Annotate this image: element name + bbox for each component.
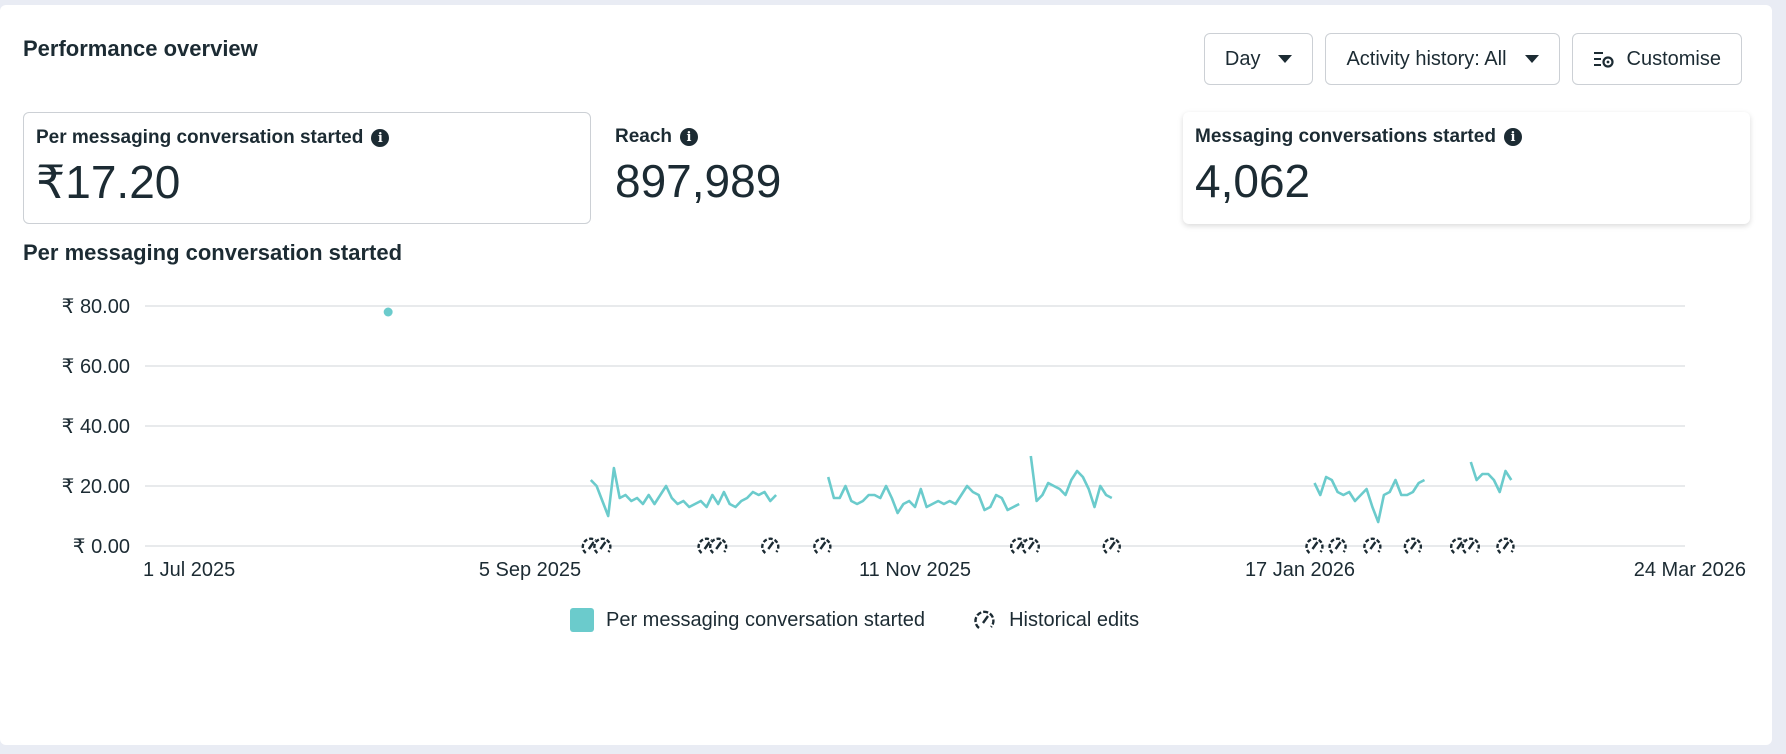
caret-down-icon (1524, 55, 1539, 63)
info-icon[interactable]: i (371, 129, 390, 147)
historical-edit-marker[interactable] (1363, 537, 1382, 555)
toolbar: Day Activity history: All Customise (1203, 33, 1742, 85)
metric-value: 897,989 (615, 155, 782, 207)
historical-edit-marker[interactable] (1021, 537, 1040, 555)
y-tick-label: ₹ 80.00 (62, 296, 130, 318)
metric-cost-per-conversation[interactable]: Per messaging conversation started i ₹17… (23, 112, 591, 224)
chart-legend: Per messaging conversation started Histo… (570, 608, 1139, 632)
metric-label: Messaging conversations started (1195, 126, 1496, 147)
x-tick-label: 1 Jul 2025 (143, 559, 235, 581)
historical-edit-icon (974, 610, 995, 629)
x-tick-label: 11 Nov 2025 (859, 559, 971, 581)
activity-history-dropdown[interactable]: Activity history: All (1325, 33, 1560, 85)
y-tick-label: ₹ 60.00 (62, 356, 130, 378)
historical-edit-marker[interactable] (1403, 537, 1423, 555)
line-chart: ₹ 80.00 ₹ 60.00 ₹ 40.00 ₹ 20.00 ₹ 0.00 1 Jul … (62, 296, 1746, 581)
data-point[interactable] (383, 307, 393, 317)
legend-historical-edits-label: Historical edits (1009, 608, 1140, 631)
y-tick-label: ₹ 20.00 (62, 476, 130, 498)
historical-edit-marker[interactable] (1305, 537, 1324, 555)
x-tick-label: 17 Jan 2026 (1245, 559, 1355, 581)
page-title: Performance overview (23, 36, 258, 61)
series-line[interactable] (1029, 455, 1113, 509)
x-tick-label: 24 Mar 2026 (1634, 559, 1746, 581)
activity-history-label: Activity history: All (1346, 47, 1507, 70)
y-tick-label: ₹ 40.00 (62, 416, 130, 438)
legend-item-series[interactable]: Per messaging conversation started (570, 608, 925, 632)
series-line[interactable] (826, 476, 1020, 515)
metric-label: Reach (615, 126, 673, 147)
caret-down-icon (1278, 55, 1293, 63)
historical-edit-marker[interactable] (708, 537, 728, 555)
day-dropdown-label: Day (1224, 47, 1261, 70)
day-dropdown[interactable]: Day (1203, 33, 1314, 85)
series-line[interactable] (589, 466, 778, 518)
performance-overview-panel: Performance overview Day Activity histor… (0, 5, 1772, 745)
metric-value: 4,062 (1195, 155, 1311, 207)
legend-item-historical-edits[interactable]: Historical edits (971, 608, 1139, 632)
series-line[interactable] (1469, 461, 1513, 494)
series-line[interactable] (1313, 475, 1426, 524)
x-tick-label: 5 Sep 2025 (479, 559, 581, 581)
metric-conversations-started[interactable]: Messaging conversations started i 4,062 (1183, 112, 1750, 224)
metric-value: ₹17.20 (36, 156, 181, 208)
historical-edit-marker[interactable] (761, 537, 780, 555)
metric-reach[interactable]: Reach i 897,989 (603, 112, 1043, 224)
historical-edit-marker[interactable] (1328, 537, 1347, 555)
historical-edit-marker[interactable] (1102, 537, 1121, 555)
series-swatch (570, 608, 594, 632)
historical-edit-marker[interactable] (1496, 537, 1515, 555)
legend-series-label: Per messaging conversation started (606, 608, 926, 631)
customise-label: Customise (1626, 47, 1721, 70)
metric-label: Per messaging conversation started (36, 127, 364, 148)
chart-title: Per messaging conversation started (23, 240, 403, 265)
customise-button[interactable]: Customise (1571, 33, 1742, 85)
historical-edit-marker[interactable] (1461, 537, 1480, 555)
historical-edit-marker[interactable] (813, 537, 832, 555)
customise-settings-icon (1593, 52, 1614, 68)
historical-edit-marker[interactable] (593, 537, 612, 555)
info-icon[interactable]: i (1503, 128, 1522, 146)
info-icon[interactable]: i (680, 128, 699, 146)
y-tick-label: ₹ 0.00 (73, 536, 130, 558)
